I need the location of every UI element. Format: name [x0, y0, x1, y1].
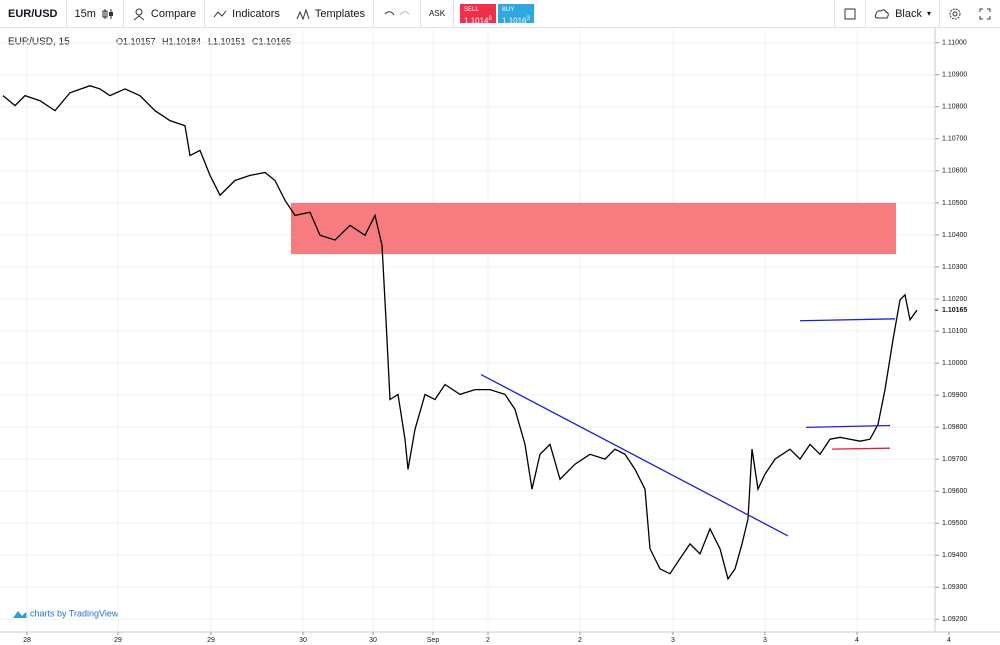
ask-button[interactable]: ASK — [421, 0, 455, 28]
compare-button[interactable]: Compare — [124, 0, 206, 28]
y-tick-label: 1.10500 — [942, 200, 967, 207]
y-tick-label: 1.09500 — [942, 520, 967, 527]
y-tick-label: 1.09600 — [942, 488, 967, 495]
price-line — [2, 85, 918, 581]
x-tick-label: 3 — [763, 637, 767, 644]
toolbar: EUR/USD 15m Compare Indicators Templates… — [0, 0, 1000, 28]
y-tick-label: 1.10000 — [942, 360, 967, 367]
y-tick-label: 1.10300 — [942, 264, 967, 271]
sell-label: SELL — [464, 7, 479, 13]
sell-price: 1.1014 — [464, 16, 489, 26]
grid — [0, 30, 935, 632]
templates-button[interactable]: Templates — [288, 0, 375, 28]
theme-label: Black — [895, 7, 922, 20]
y-tick-label: 1.09300 — [942, 584, 967, 591]
legend-high: H1.10184 — [162, 36, 201, 46]
trend-line — [805, 424, 891, 429]
templates-icon — [296, 7, 310, 20]
y-tick-label: 1.10400 — [942, 232, 967, 239]
chart-style-icon — [102, 8, 113, 19]
undo-redo[interactable] — [374, 0, 422, 28]
compare-label: Compare — [150, 7, 197, 20]
x-tick-label: 29 — [207, 637, 215, 644]
fullscreen-toggle[interactable] — [834, 0, 867, 28]
x-tick-label: 30 — [369, 637, 377, 644]
compare-icon — [133, 8, 145, 20]
buy-button[interactable]: BUY 1.10163 — [498, 4, 535, 26]
y-tick-label: 1.10600 — [942, 168, 967, 175]
y-tick-label: 1.10900 — [942, 72, 967, 79]
trend-line — [799, 318, 896, 322]
sell-button[interactable]: SELL 1.10148 — [460, 4, 497, 26]
legend-open: O1.10157 — [116, 36, 156, 46]
x-tick-label: 29 — [114, 637, 122, 644]
interval: 15m — [74, 7, 96, 20]
interval-button[interactable]: 15m — [67, 0, 124, 28]
cloud-icon — [874, 8, 889, 18]
x-tick-label: 2 — [486, 637, 490, 644]
legend-symbol: EUR/USD, 15 — [8, 37, 70, 48]
watermark: charts by TradingView — [30, 608, 119, 618]
expand-button[interactable] — [970, 0, 1000, 28]
settings-icon — [949, 8, 961, 19]
trend-line — [831, 447, 891, 450]
y-tick-label: 1.09700 — [942, 456, 967, 463]
templates-label: Templates — [314, 7, 366, 20]
indicators-label: Indicators — [232, 7, 280, 20]
expand-icon — [979, 8, 991, 19]
theme-button[interactable]: Black ▾ — [866, 0, 940, 28]
x-tick-label: 2 — [578, 637, 582, 644]
x-tick-label: 3 — [671, 637, 675, 644]
indicators-button[interactable]: Indicators — [205, 0, 288, 28]
x-tick-label: 4 — [855, 637, 859, 644]
x-tick-label: Sep — [427, 637, 440, 644]
watermark-logo — [13, 611, 28, 618]
zone — [291, 202, 896, 255]
y-tick-label: 1.10800 — [942, 104, 967, 111]
y-tick-label: 1.10100 — [942, 328, 967, 335]
buy-price: 1.1016 — [502, 16, 527, 26]
y-tick-label: 1.09400 — [942, 552, 967, 559]
undo-redo-icon — [384, 10, 410, 15]
trend-line — [480, 373, 789, 537]
square-icon — [844, 8, 856, 19]
settings-button[interactable] — [940, 0, 970, 28]
ask-label: ASK — [429, 9, 446, 18]
sell-pip: 8 — [488, 16, 492, 22]
symbol: EUR/USD — [8, 7, 58, 20]
indicators-icon — [213, 10, 227, 17]
y-tick-label: 1.11000 — [942, 40, 967, 47]
price-axis — [935, 28, 1000, 645]
x-tick-label: 30 — [299, 637, 307, 644]
buy-pip: 3 — [526, 16, 530, 22]
last-price-label: 1.10165 — [942, 307, 967, 314]
buy-label: BUY — [502, 7, 515, 13]
symbol-button[interactable]: EUR/USD — [0, 0, 67, 28]
y-tick-label: 1.09200 — [942, 616, 967, 623]
chart: EUR/USD, 15 O1.10157 H1.10184 L1.10151 C… — [0, 28, 1000, 645]
y-tick-label: 1.09900 — [942, 392, 967, 399]
y-tick-label: 1.09800 — [942, 424, 967, 431]
last-price-box — [938, 305, 970, 316]
y-tick-label: 1.10200 — [942, 296, 967, 303]
legend-close: C1.10165 — [252, 36, 291, 46]
legend-low: L1.10151 — [208, 36, 246, 46]
x-tick-label: 4 — [947, 637, 951, 644]
x-tick-label: 28 — [23, 637, 31, 644]
y-tick-label: 1.10700 — [942, 136, 967, 143]
